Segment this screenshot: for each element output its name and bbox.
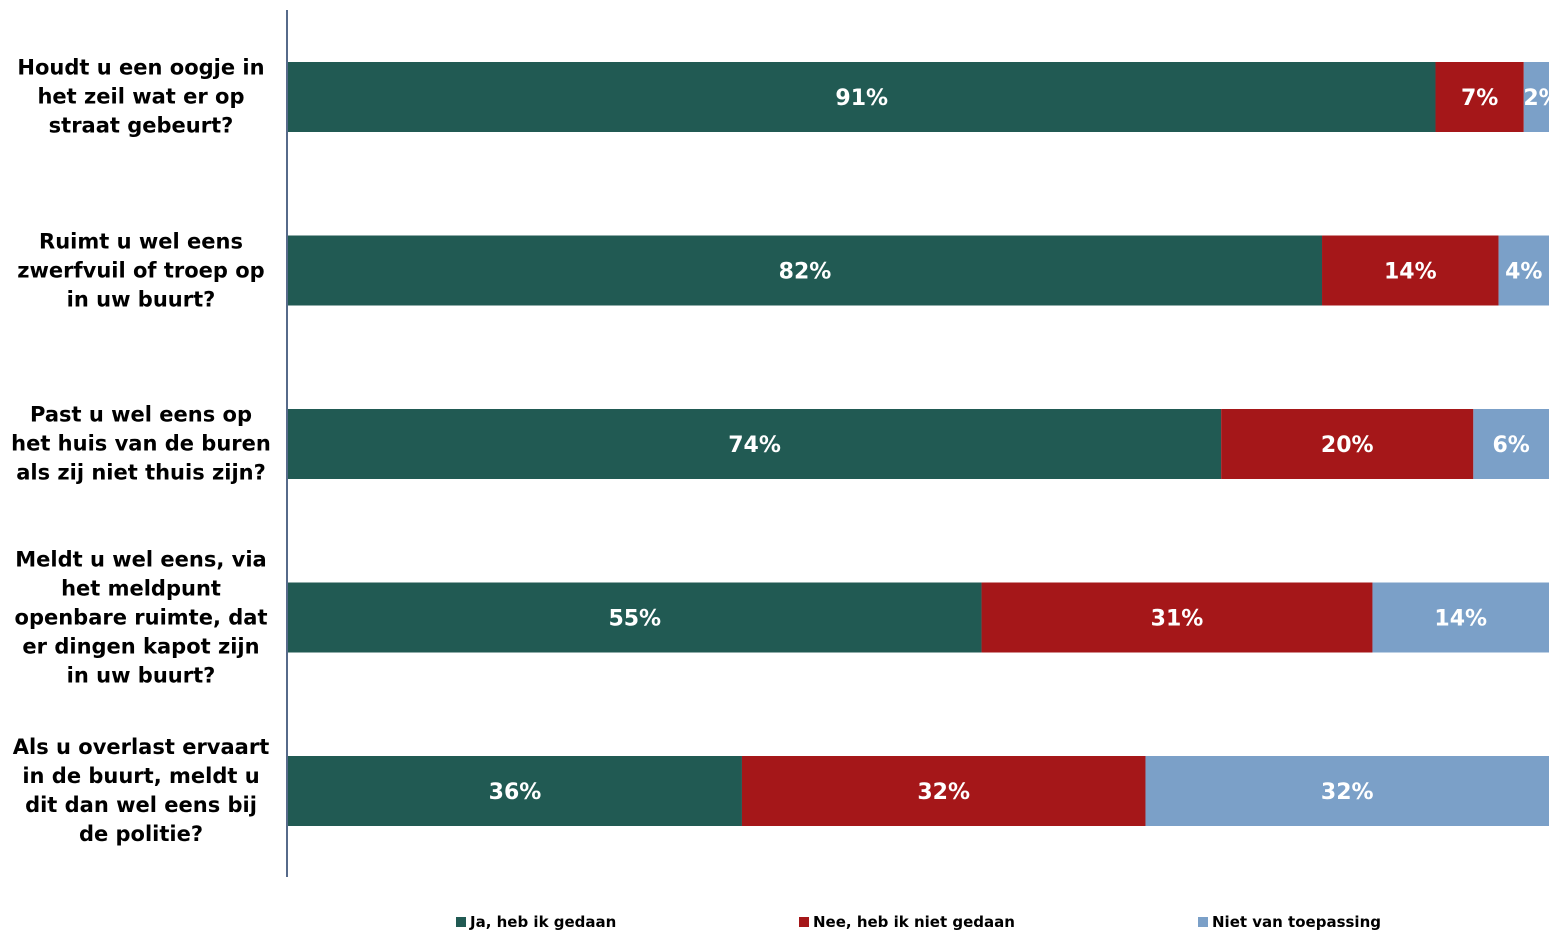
category-label-line: zwerfvuil of troep op <box>17 258 265 282</box>
category-label-line: straat gebeurt? <box>48 113 234 138</box>
legend-swatch-nee <box>799 917 809 927</box>
category-label-line: Ruimt u wel eens <box>39 229 243 253</box>
data-label-s0-c1: 82% <box>779 260 832 285</box>
bar-segment-s1-c4 <box>741 756 1146 826</box>
data-label-s0-c0: 91% <box>835 86 888 111</box>
category-label-line: in uw buurt? <box>66 663 216 687</box>
bar-segment-s2-c4 <box>1145 756 1549 826</box>
data-label-s1-c1: 14% <box>1384 260 1437 285</box>
legend-label-niet: Niet van toepassing <box>1212 913 1381 931</box>
bar-segment-s1-c1 <box>1322 235 1499 306</box>
bar-segment-s1-c3 <box>981 582 1373 653</box>
category-label-line: Als u overlast ervaart <box>12 735 270 759</box>
bar-segment-s0-c4 <box>288 756 742 826</box>
bar-segment-s1-c0 <box>1435 62 1524 132</box>
category-label-line: het meldpunt <box>61 576 221 600</box>
data-label-s1-c0: 7% <box>1461 86 1498 111</box>
category-label-line: in uw buurt? <box>66 287 216 311</box>
data-label-s0-c2: 74% <box>728 433 781 458</box>
category-label-line: het zeil wat er op <box>37 84 245 109</box>
bar-segment-s2-c1 <box>1498 235 1549 306</box>
category-label-line: Past u wel eens op <box>30 402 252 427</box>
bars-group: 91% 7% 2% 82% 14% 4% 74% 20% 6% 55% 31% 14% 36% 32% 32… <box>288 62 1550 826</box>
data-label-s0-c4: 36% <box>489 780 542 805</box>
data-label-s1-c2: 20% <box>1321 433 1374 458</box>
legend-item-niet: Niet van toepassing <box>1198 913 1381 931</box>
bar-segment-s2-c3 <box>1372 582 1549 653</box>
legend-item-nee: Nee, heb ik niet gedaan <box>799 913 1015 931</box>
bar-segment-s0-c3 <box>288 582 982 653</box>
legend-label-ja: Ja, heb ik gedaan <box>470 913 617 931</box>
bar-segment-s1-c2 <box>1221 409 1474 479</box>
data-label-s2-c3: 14% <box>1434 607 1487 632</box>
data-label-s1-c3: 31% <box>1151 607 1204 632</box>
data-label-s2-c0: 2% <box>1523 86 1550 111</box>
bar-segment-s0-c1 <box>288 235 1323 306</box>
category-label-2: Past u wel eens op het huis van de buren a… <box>0 401 282 488</box>
data-label-s1-c4: 32% <box>917 780 970 805</box>
category-label-line: er dingen kapot zijn <box>22 634 260 658</box>
category-label-line: dit dan wel eens bij <box>25 793 257 817</box>
category-label-line: Houdt u een oogje in <box>17 55 265 80</box>
legend-swatch-niet <box>1198 917 1208 927</box>
category-label-line: als zij niet thuis zijn? <box>16 460 266 485</box>
legend-item-ja: Ja, heb ik gedaan <box>456 913 616 931</box>
bar-segment-s0-c0 <box>288 62 1436 132</box>
category-label-line: Meldt u wel eens, via <box>15 547 267 571</box>
category-label-0: Houdt u een oogje in het zeil wat er op st… <box>0 54 282 141</box>
category-label-line: de politie? <box>78 822 204 846</box>
bar-segment-s2-c2 <box>1473 409 1549 479</box>
category-label-line: openbare ruimte, dat <box>14 605 268 629</box>
category-label-line: het huis van de buren <box>11 431 271 456</box>
bar-segment-s0-c2 <box>288 409 1222 479</box>
category-label-1: Ruimt u wel eens zwerfvuil of troep op in … <box>0 227 282 314</box>
data-label-s0-c3: 55% <box>608 607 661 632</box>
legend-swatch-ja <box>456 917 466 927</box>
category-label-4: Als u overlast ervaart in de buurt, meldt… <box>0 733 282 849</box>
data-label-s2-c2: 6% <box>1492 433 1529 458</box>
bar-segment-s2-c0 <box>1523 62 1549 132</box>
legend: Ja, heb ik gedaan Nee, heb ik niet gedaa… <box>0 913 1550 933</box>
category-label-line: in de buurt, meldt u <box>22 764 260 788</box>
data-label-s2-c1: 4% <box>1505 260 1542 285</box>
legend-label-nee: Nee, heb ik niet gedaan <box>813 913 1015 931</box>
data-label-s2-c4: 32% <box>1321 780 1374 805</box>
category-label-3: Meldt u wel eens, via het meldpunt openbar… <box>0 545 282 690</box>
